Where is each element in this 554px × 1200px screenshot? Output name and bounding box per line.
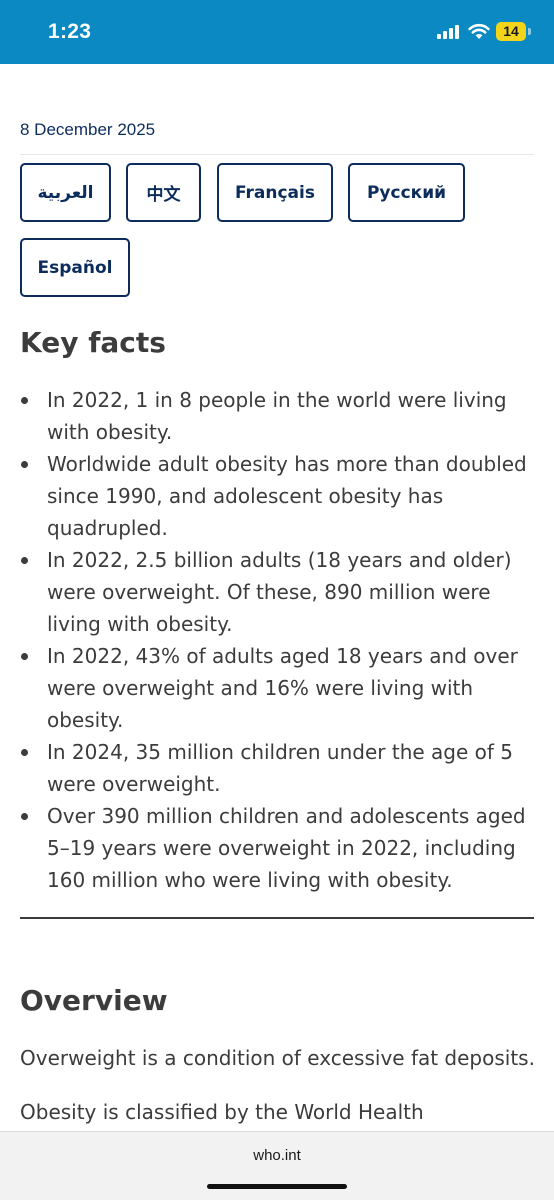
status-bar: 1:23 14 (0, 0, 554, 64)
language-button-french[interactable]: Français (217, 163, 333, 222)
language-button-arabic[interactable]: العربية (20, 163, 111, 222)
overview-paragraph: Overweight is a condition of excessive f… (20, 1046, 535, 1070)
overview-heading: Overview (20, 984, 168, 1017)
battery-level: 14 (503, 23, 519, 39)
battery-icon: 14 (496, 22, 526, 41)
language-button-russian[interactable]: Русский (348, 163, 465, 222)
url-text[interactable]: who.int (253, 1147, 301, 1164)
language-button-spanish[interactable]: Español (20, 238, 130, 297)
battery-nub (528, 28, 531, 35)
signal-icon (437, 25, 461, 39)
key-fact-item: In 2022, 43% of adults aged 18 years and… (20, 640, 534, 736)
key-fact-item: In 2024, 35 million children under the a… (20, 736, 534, 800)
key-fact-item: Over 390 million children and adolescent… (20, 800, 534, 896)
key-fact-item: Worldwide adult obesity has more than do… (20, 448, 534, 544)
key-fact-item: In 2022, 1 in 8 people in the world were… (20, 384, 534, 448)
status-time: 1:23 (48, 20, 92, 43)
language-button-chinese[interactable]: 中文 (126, 163, 201, 222)
article-date: 8 December 2025 (20, 120, 156, 139)
key-facts-heading: Key facts (20, 326, 166, 359)
section-divider (20, 917, 534, 919)
key-fact-item: In 2022, 2.5 billion adults (18 years an… (20, 544, 534, 640)
home-indicator[interactable] (207, 1184, 347, 1189)
overview-paragraph: Obesity is classified by the World Healt… (20, 1100, 424, 1124)
browser-address-bar[interactable]: who.int (0, 1131, 554, 1200)
wifi-icon (468, 23, 490, 39)
date-divider (20, 154, 534, 155)
key-facts-list: In 2022, 1 in 8 people in the world were… (20, 384, 534, 896)
